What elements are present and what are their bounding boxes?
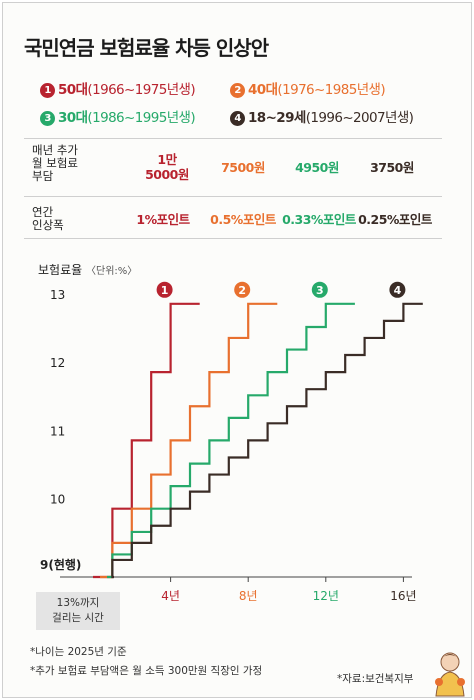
series-line-3 — [107, 302, 355, 579]
y-tick-label: 10 — [50, 493, 65, 507]
legend-group-2: 2 40대(1976~1985년생) — [230, 78, 386, 98]
x-tick-label: 16년 — [390, 589, 416, 603]
monthly-burden-group-1: 1만 5000원 — [130, 152, 204, 182]
legend-group-label: 40대 — [248, 82, 278, 98]
series-marker-label: 3 — [316, 284, 324, 297]
legend-group-3: 3 30대(1986~1995년생) — [40, 106, 196, 126]
series-line-2 — [100, 302, 278, 579]
annotation-line: 13%까지 — [56, 597, 100, 609]
annual-increase-group-2: 0.5%포인트 — [210, 212, 276, 227]
y-axis-label: 보험료율 — [38, 263, 83, 277]
legend-group-label: 18~29세 — [248, 110, 306, 126]
legend-group-years: (1996~2007년생) — [305, 110, 414, 126]
row-label-annual-increase: 연간 인상폭 — [32, 206, 64, 232]
x-tick-label: 4년 — [161, 589, 180, 603]
row-label-line: 월 보험료 — [32, 156, 78, 170]
series-marker-circle — [234, 281, 251, 298]
cell-line: 1만 — [157, 152, 177, 167]
table-bottom-rule — [24, 238, 442, 239]
y-axis-title: 보험료율 〈단위:%〉 — [38, 261, 137, 278]
y-tick-label: 12 — [50, 356, 65, 370]
source-credit: *자료:보건복지부 — [337, 673, 414, 685]
annual-increase-group-3: 0.33%포인트 — [282, 212, 356, 227]
legend-group-years: (1966~1975년생) — [87, 82, 196, 98]
x-tick-label: 8년 — [239, 589, 258, 603]
series-marker-circle — [389, 281, 406, 298]
y-axis-unit: 〈단위:%〉 — [86, 266, 138, 277]
legend-group-1: 1 50대(1966~1975년생) — [40, 78, 196, 98]
x-tick-label: 12년 — [313, 589, 339, 603]
legend-group-label: 30대 — [58, 110, 88, 126]
series-line-4 — [111, 302, 423, 579]
circled-number-2-icon: 2 — [230, 83, 245, 98]
y-tick-label: 13 — [50, 288, 65, 302]
footnote-age: *나이는 2025년 기준 — [30, 646, 127, 658]
series-marker-label: 4 — [394, 284, 402, 297]
series-marker-label: 1 — [161, 284, 169, 297]
monthly-burden-group-2: 7500원 — [206, 160, 280, 175]
legend-group-label: 50대 — [58, 82, 88, 98]
series-marker-label: 2 — [238, 284, 246, 297]
series-marker-circle — [156, 281, 173, 298]
cell-line: 4950원 — [295, 160, 339, 175]
mascot-illustration-icon — [435, 652, 465, 697]
legend-group-years: (1986~1995년생) — [87, 110, 196, 126]
series-marker-circle — [311, 281, 328, 298]
monthly-burden-group-4: 3750원 — [355, 160, 429, 175]
y-tick-label: 11 — [50, 424, 65, 438]
row-label-line: 인상폭 — [32, 218, 64, 232]
circled-number-1-icon: 1 — [40, 83, 55, 98]
annotation-line: 걸리는 시간 — [52, 612, 104, 624]
table-mid-rule — [24, 196, 442, 197]
row-label-line: 연간 — [32, 205, 54, 219]
legend-group-years: (1976~1985년생) — [277, 82, 386, 98]
footnote-burden: *추가 보험료 부담액은 월 소득 300만원 직장인 가정 — [30, 665, 263, 677]
circled-number-3-icon: 3 — [40, 111, 55, 126]
row-label-line: 부담 — [32, 169, 54, 183]
page-title: 국민연금 보험료율 차등 인상안 — [24, 36, 269, 60]
table-top-rule — [24, 138, 442, 139]
row-label-line: 매년 추가 — [32, 143, 78, 157]
y-tick-label: 9(현행) — [40, 557, 81, 572]
cell-line: 5000원 — [145, 167, 189, 182]
annual-increase-group-1: 1%포인트 — [136, 212, 190, 227]
circled-number-4-icon: 4 — [230, 111, 245, 126]
row-label-monthly-burden: 매년 추가 월 보험료 부담 — [32, 144, 78, 183]
monthly-burden-group-3: 4950원 — [280, 160, 354, 175]
cell-line: 7500원 — [221, 160, 265, 175]
cell-line: 3750원 — [370, 160, 414, 175]
annual-increase-group-4: 0.25%포인트 — [358, 212, 432, 227]
legend-group-4: 4 18~29세(1996~2007년생) — [230, 106, 414, 126]
annotation-box: 13%까지 걸리는 시간 — [36, 592, 120, 630]
